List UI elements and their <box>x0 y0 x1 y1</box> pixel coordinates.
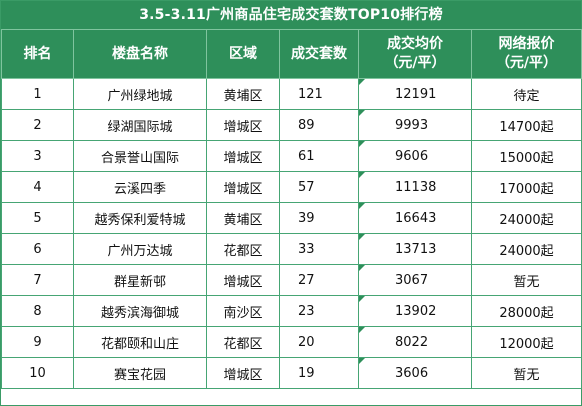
cell-rank: 2 <box>1 109 74 141</box>
header-online-price-line1: 网络报价 <box>498 36 555 52</box>
cell-count: 23 <box>279 295 359 327</box>
cell-count: 61 <box>279 140 359 172</box>
table-row: 5 越秀保利爱特城 黄埔区 39 16643 24000起 <box>1 202 582 234</box>
header-avg-price-line2: （元/平） <box>384 55 446 71</box>
cell-district: 增城区 <box>206 264 280 296</box>
header-avg-price: 成交均价 （元/平） <box>358 29 472 79</box>
cell-rank: 6 <box>1 233 74 265</box>
cell-district: 增城区 <box>206 171 280 203</box>
cell-avg-price: 12191 <box>358 78 472 110</box>
cell-name: 赛宝花园 <box>73 357 207 389</box>
cell-rank: 10 <box>1 357 74 389</box>
cell-online-price: 12000起 <box>471 326 582 358</box>
cell-rank: 1 <box>1 78 74 110</box>
cell-avg-price: 11138 <box>358 171 472 203</box>
cell-count: 39 <box>279 202 359 234</box>
cell-count: 121 <box>279 78 359 110</box>
cell-online-price: 待定 <box>471 78 582 110</box>
cell-district: 花都区 <box>206 326 280 358</box>
header-district: 区域 <box>206 29 280 79</box>
table-header-row: 排名 楼盘名称 区域 成交套数 成交均价 （元/平） 网络报价 （元/平） <box>1 29 582 79</box>
cell-avg-price: 8022 <box>358 326 472 358</box>
cell-avg-price: 3606 <box>358 357 472 389</box>
cell-online-price: 24000起 <box>471 233 582 265</box>
cell-rank: 7 <box>1 264 74 296</box>
table-row: 2 绿湖国际城 增城区 89 9993 14700起 <box>1 109 582 141</box>
cell-name: 越秀保利爱特城 <box>73 202 207 234</box>
table-row: 10 赛宝花园 增城区 19 3606 暂无 <box>1 357 582 389</box>
header-online-price: 网络报价 （元/平） <box>471 29 582 79</box>
cell-district: 南沙区 <box>206 295 280 327</box>
table-row: 1 广州绿地城 黄埔区 121 12191 待定 <box>1 78 582 110</box>
cell-rank: 4 <box>1 171 74 203</box>
cell-avg-price: 3067 <box>358 264 472 296</box>
cell-rank: 8 <box>1 295 74 327</box>
cell-district: 增城区 <box>206 109 280 141</box>
cell-rank: 5 <box>1 202 74 234</box>
cell-district: 花都区 <box>206 233 280 265</box>
cell-district: 黄埔区 <box>206 78 280 110</box>
cell-count: 19 <box>279 357 359 389</box>
cell-online-price: 28000起 <box>471 295 582 327</box>
header-rank: 排名 <box>1 29 74 79</box>
header-online-price-line2: （元/平） <box>495 55 558 71</box>
table-title: 3.5-3.11广州商品住宅成交套数TOP10排行榜 <box>1 1 581 29</box>
cell-count: 89 <box>279 109 359 141</box>
cell-name: 广州万达城 <box>73 233 207 265</box>
header-count: 成交套数 <box>279 29 359 79</box>
cell-name: 花都颐和山庄 <box>73 326 207 358</box>
cell-name: 群星新邨 <box>73 264 207 296</box>
cell-count: 20 <box>279 326 359 358</box>
header-avg-price-line1: 成交均价 <box>387 36 443 52</box>
cell-district: 黄埔区 <box>206 202 280 234</box>
cell-name: 绿湖国际城 <box>73 109 207 141</box>
ranking-table: 排名 楼盘名称 区域 成交套数 成交均价 （元/平） 网络报价 （元/平） 1 … <box>1 29 582 389</box>
cell-online-price: 14700起 <box>471 109 582 141</box>
header-name: 楼盘名称 <box>73 29 207 79</box>
cell-count: 57 <box>279 171 359 203</box>
cell-name: 越秀滨海御城 <box>73 295 207 327</box>
cell-rank: 9 <box>1 326 74 358</box>
cell-district: 增城区 <box>206 140 280 172</box>
cell-name: 广州绿地城 <box>73 78 207 110</box>
cell-avg-price: 9606 <box>358 140 472 172</box>
cell-rank: 3 <box>1 140 74 172</box>
cell-avg-price: 9993 <box>358 109 472 141</box>
table-row: 8 越秀滨海御城 南沙区 23 13902 28000起 <box>1 295 582 327</box>
cell-online-price: 15000起 <box>471 140 582 172</box>
cell-avg-price: 16643 <box>358 202 472 234</box>
table-row: 9 花都颐和山庄 花都区 20 8022 12000起 <box>1 326 582 358</box>
cell-district: 增城区 <box>206 357 280 389</box>
cell-online-price: 17000起 <box>471 171 582 203</box>
cell-avg-price: 13902 <box>358 295 472 327</box>
cell-count: 27 <box>279 264 359 296</box>
table-row: 4 云溪四季 增城区 57 11138 17000起 <box>1 171 582 203</box>
cell-online-price: 24000起 <box>471 202 582 234</box>
cell-online-price: 暂无 <box>471 357 582 389</box>
table-row: 7 群星新邨 增城区 27 3067 暂无 <box>1 264 582 296</box>
cell-name: 云溪四季 <box>73 171 207 203</box>
table-row: 3 合景誉山国际 增城区 61 9606 15000起 <box>1 140 582 172</box>
cell-online-price: 暂无 <box>471 264 582 296</box>
cell-name: 合景誉山国际 <box>73 140 207 172</box>
cell-count: 33 <box>279 233 359 265</box>
table-row: 6 广州万达城 花都区 33 13713 24000起 <box>1 233 582 265</box>
cell-avg-price: 13713 <box>358 233 472 265</box>
